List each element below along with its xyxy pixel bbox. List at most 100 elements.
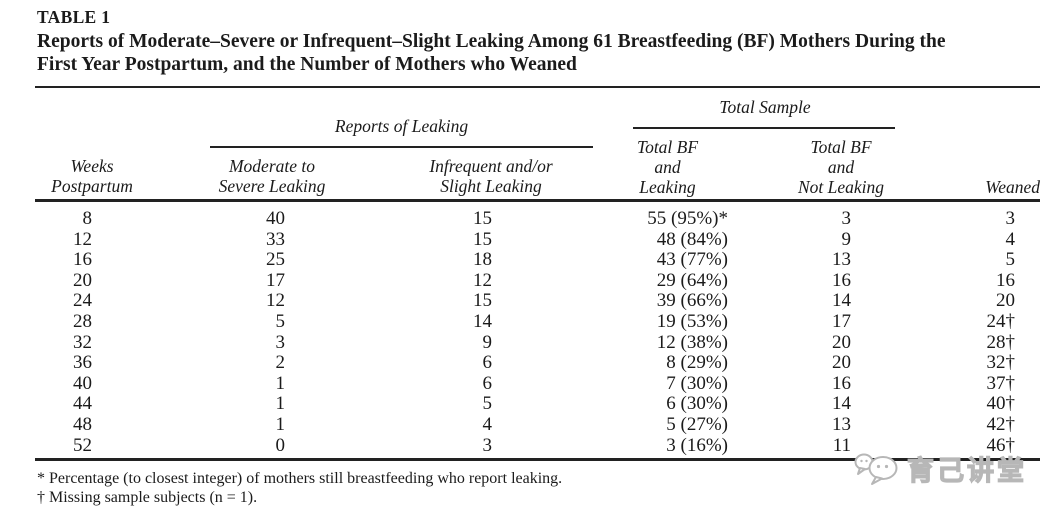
spanner-total-sample: Total Sample [719, 97, 811, 117]
column-header-line: and [827, 157, 855, 177]
table-cell: 36 [73, 352, 92, 374]
table-cell: 28† [986, 331, 1016, 353]
table-cell: 37† [986, 372, 1016, 394]
table-body: 8 40 15 55 (95%)* 3 3 12 33 15 48 (84%) 9 4 16 25 18 43… [35, 208, 1040, 457]
header-bottom-rule [35, 199, 1040, 202]
table-cell: 6 [482, 352, 493, 374]
table-cell: 5 [1005, 249, 1016, 271]
column-header-total-bf-leaking: Total BF and Leaking [595, 137, 740, 197]
table-cell: 40 [73, 372, 92, 394]
table-cell: 9 [841, 228, 852, 250]
table-cell: 3 [482, 434, 493, 456]
table-cell: 13 [832, 249, 851, 271]
column-header-line: Severe Leaking [218, 176, 326, 196]
table-cell: 4 [482, 413, 493, 435]
table-cell: 0 [275, 434, 286, 456]
footnote-asterisk: * Percentage (to closest integer) of mot… [37, 470, 563, 487]
column-header-line: Total BF [636, 137, 699, 157]
table-cell: 32 [73, 331, 92, 353]
table-cell: 12 [73, 228, 92, 250]
table-row: 36 2 6 8 (29%) 20 32† [35, 353, 1040, 374]
table-row: 28 5 14 19 (53%) 17 24† [35, 310, 1040, 333]
column-header-weaned: Weaned [898, 177, 1040, 197]
table-caption: TABLE 1 Reports of Moderate–Severe or In… [37, 7, 1047, 76]
table-cell: 2 [275, 352, 286, 374]
table-cell: 24† [986, 310, 1016, 332]
table-cell: 19 (53%) [656, 310, 728, 332]
table-title-line-2: First Year Postpartum, and the Number of… [37, 54, 577, 75]
table-cell: 14 [473, 310, 492, 332]
table-cell: 1 [275, 393, 286, 415]
table-cell: 25 [266, 249, 285, 271]
table-top-rule [35, 86, 1040, 88]
table-cell: 18 [473, 249, 492, 271]
column-header-line: Slight Leaking [440, 176, 542, 196]
table-cell: 5 [275, 310, 286, 332]
table-cell: 1 [275, 413, 286, 435]
table-cell: 5 (27%) [666, 413, 728, 435]
table-cell: 29 (64%) [656, 269, 728, 291]
table-cell: 16 [832, 269, 851, 291]
table-cell: 15 [473, 208, 492, 229]
table-cell: 55 (95%)* [647, 208, 728, 229]
column-header-infrequent-slight: Infrequent and/or Slight Leaking [410, 156, 572, 196]
table-cell: 8 [82, 208, 93, 229]
column-header-line: Weeks [70, 156, 114, 176]
table-cell: 14 [832, 393, 851, 415]
table-number: TABLE 1 [37, 7, 111, 27]
table-cell: 3 [275, 331, 286, 353]
table-cell: 17 [832, 310, 851, 332]
table-cell: 12 [266, 290, 285, 312]
table-cell: 8 (29%) [666, 352, 728, 374]
table-title-line-1: Reports of Moderate–Severe or Infrequent… [37, 31, 946, 52]
table-cell: 3 [1005, 208, 1016, 229]
table-row: 32 3 9 12 (38%) 20 28† [35, 331, 1040, 354]
table-cell: 4 [1005, 228, 1016, 250]
table-cell: 13 [832, 413, 851, 435]
table-cell: 43 (77%) [656, 249, 728, 271]
table-row: 40 1 6 7 (30%) 16 37† [35, 372, 1040, 395]
table-cell: 33 [266, 228, 285, 250]
table-cell: 40† [986, 393, 1016, 415]
table-cell: 11 [832, 434, 851, 456]
table-cell: 20 [996, 290, 1015, 312]
table-row: 16 25 18 43 (77%) 13 5 [35, 250, 1040, 271]
table-cell: 40 [266, 208, 285, 229]
table-cell: 46† [986, 434, 1016, 456]
table-cell: 42† [986, 413, 1016, 435]
column-header-line: Postpartum [51, 176, 133, 196]
table-cell: 48 (84%) [656, 228, 728, 250]
table-cell: 16 [73, 249, 92, 271]
column-header-weeks-postpartum: Weeks Postpartum [22, 156, 162, 196]
total-sample-spanner-rule [633, 127, 895, 129]
table-bottom-rule [35, 458, 1040, 461]
column-header-line: and [654, 157, 681, 177]
spanner-reports-of-leaking: Reports of Leaking [334, 116, 469, 136]
column-header-line: Weaned [985, 177, 1040, 197]
table-cell: 15 [473, 290, 492, 312]
table-cell: 20 [832, 331, 851, 353]
table-row: 52 0 3 3 (16%) 11 46† [35, 434, 1040, 457]
table-title: Reports of Moderate–Severe or Infrequent… [37, 30, 1047, 76]
table-cell: 52 [73, 434, 92, 456]
table-cell: 6 [482, 372, 493, 394]
table-cell: 16 [996, 269, 1015, 291]
column-header-line: Infrequent and/or [429, 156, 553, 176]
table-row: 20 17 12 29 (64%) 16 16 [35, 269, 1040, 292]
table-cell: 1 [275, 372, 286, 394]
wechat-chat-bubbles-icon [854, 449, 902, 492]
table-row: 8 40 15 55 (95%)* 3 3 [35, 208, 1040, 230]
table-cell: 3 (16%) [666, 434, 728, 456]
watermark-text: 育己讲堂 [906, 455, 1027, 486]
footnote-dagger: † Missing sample subjects (n = 1). [37, 489, 258, 506]
column-header-line: Not Leaking [797, 177, 885, 197]
table-cell: 17 [266, 269, 285, 291]
table-cell: 12 (38%) [656, 331, 728, 353]
table-cell: 48 [73, 413, 92, 435]
table-cell: 9 [482, 331, 493, 353]
table-cell: 24 [73, 290, 92, 312]
table-row: 44 1 5 6 (30%) 14 40† [35, 394, 1040, 415]
table-cell: 44 [73, 393, 92, 415]
table-cell: 39 (66%) [656, 290, 728, 312]
